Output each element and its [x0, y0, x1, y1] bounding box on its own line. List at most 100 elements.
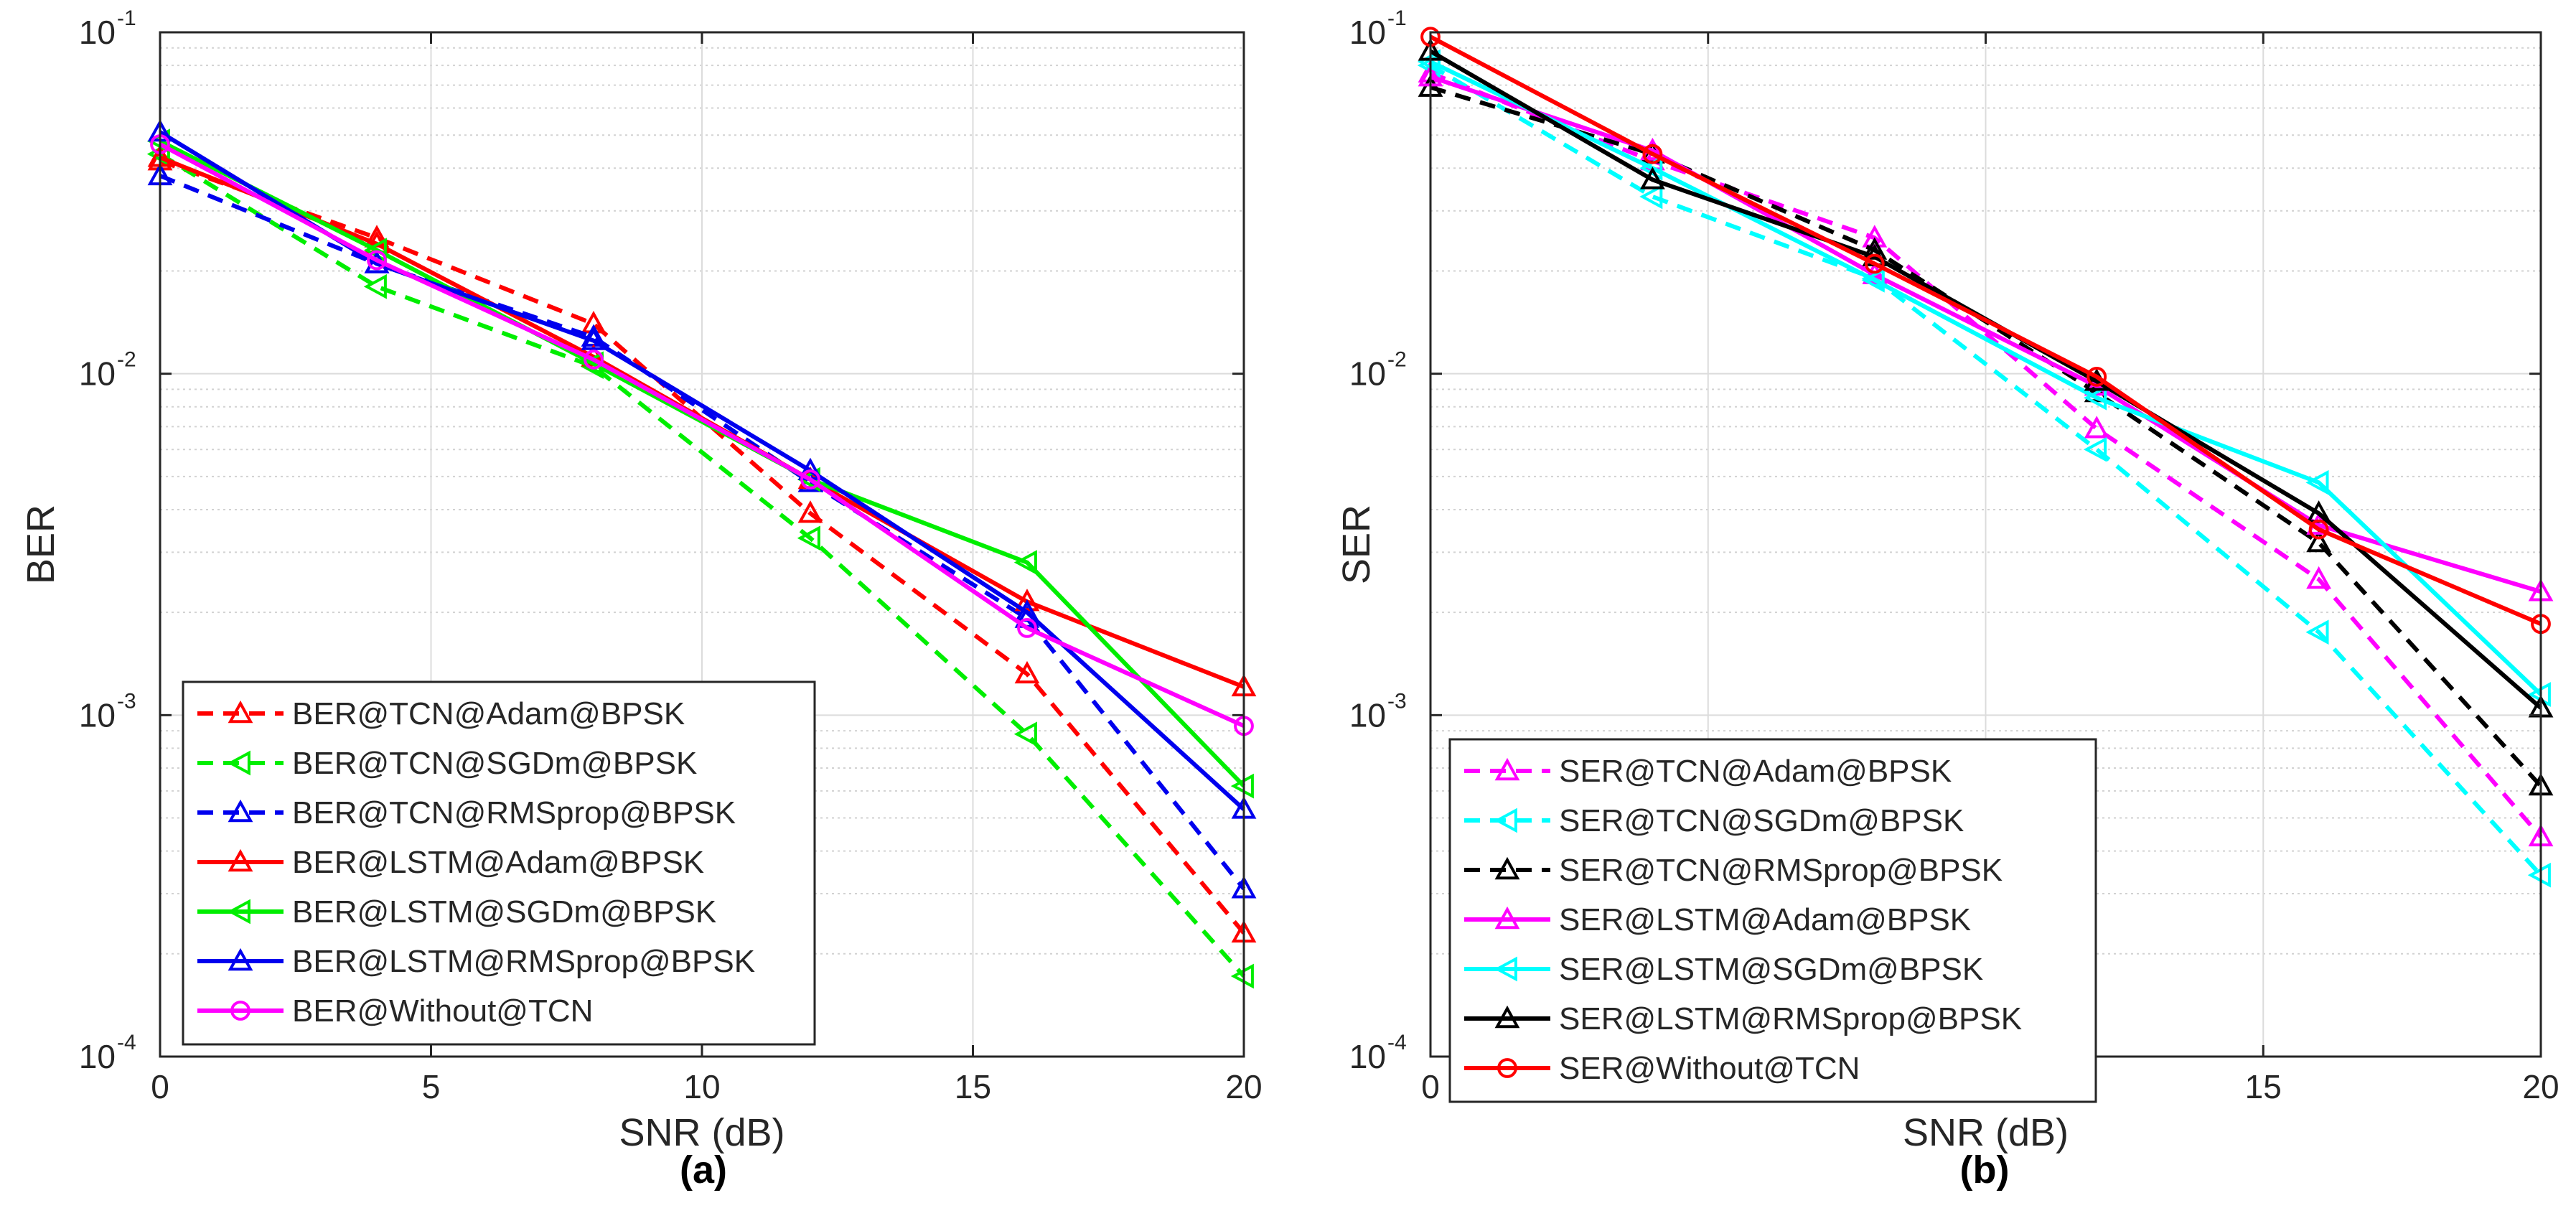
data-point: [2306, 529, 2331, 553]
data-point: [1862, 261, 1888, 284]
data-point: [1640, 167, 1665, 189]
legend-marker: [228, 700, 253, 724]
legend-box: [182, 680, 816, 1046]
data-point: [367, 250, 387, 271]
x-axis-label: SNR (dB): [1903, 1111, 2069, 1154]
legend-entry: SER@TCN@RMSprop@BPSK: [1464, 853, 2003, 888]
data-point: [2086, 366, 2107, 387]
legend: SER@TCN@Adam@BPSK SER@TCN@SGDm@BPSK SER@TC…: [1448, 738, 2097, 1103]
data-point: [2305, 619, 2329, 645]
legend-label: BER@LSTM@SGDm@BPSK: [292, 894, 716, 930]
y-tick-exponent: -1: [117, 6, 136, 30]
data-point: [1013, 721, 1037, 747]
series-line: [1429, 63, 2543, 877]
x-tick-label: 10: [683, 1068, 720, 1105]
legend-marker: [1494, 808, 1517, 833]
y-tick-exponent: -2: [1387, 348, 1407, 372]
legend-entry: SER@TCN@Adam@BPSK: [1464, 754, 1952, 789]
data-point: [1014, 660, 1040, 684]
y-tick-label: 10: [1349, 696, 1386, 734]
data-point: [1013, 550, 1037, 575]
legend-marker: [228, 799, 253, 823]
legend-entry: BER@LSTM@RMSprop@BPSK: [197, 944, 755, 979]
legend-label: SER@Without@TCN: [1559, 1051, 1860, 1086]
y-axis-label: SER: [1335, 505, 1378, 584]
series-line: [1429, 60, 2543, 696]
data-point: [1639, 184, 1663, 210]
data-point: [584, 350, 604, 370]
legend-marker: [1494, 856, 1520, 880]
legend-entry: BER@LSTM@SGDm@BPSK: [197, 894, 716, 930]
legend-entry: BER@TCN@Adam@BPSK: [197, 696, 685, 731]
series-line: [159, 152, 1246, 978]
data-point: [1864, 253, 1885, 274]
y-axis-label: BER: [19, 505, 62, 584]
legend-label: BER@LSTM@Adam@BPSK: [292, 845, 704, 880]
legend-entry: SER@LSTM@RMSprop@BPSK: [1464, 1001, 2022, 1036]
y-tick-exponent: -2: [117, 348, 136, 372]
y-tick-label: 10: [79, 1038, 116, 1075]
data-point: [797, 525, 820, 551]
x-axis-label: SNR (dB): [619, 1111, 784, 1154]
legend-label: BER@LSTM@RMSprop@BPSK: [292, 944, 755, 979]
legend-label: SER@LSTM@Adam@BPSK: [1559, 902, 1971, 937]
legend-marker: [228, 947, 253, 971]
data-point: [2083, 436, 2107, 462]
legend-entry: BER@LSTM@Adam@BPSK: [197, 845, 704, 880]
series-line: [159, 174, 1246, 891]
x-tick-label: 20: [1225, 1068, 1262, 1105]
data-point: [2306, 566, 2331, 589]
x-tick-label: 0: [151, 1068, 169, 1105]
legend-marker: [227, 750, 250, 776]
y-tick-label: 10: [1349, 355, 1386, 393]
data-point: [1017, 618, 1037, 638]
data-point: [2308, 519, 2329, 540]
data-point: [581, 327, 606, 350]
legend-label: BER@TCN@Adam@BPSK: [292, 696, 685, 731]
y-tick-label: 10: [79, 696, 116, 734]
subfigure-label: (b): [1960, 1148, 2010, 1192]
x-tick-label: 5: [422, 1068, 441, 1105]
data-point: [797, 500, 823, 523]
data-point: [2083, 385, 2107, 411]
y-tick-label: 10: [79, 355, 116, 393]
y-tick-label: 10: [1349, 1038, 1386, 1075]
subfigure-label: (a): [680, 1148, 727, 1192]
legend-entry: BER@TCN@RMSprop@BPSK: [197, 795, 736, 830]
legend-label: BER@TCN@RMSprop@BPSK: [292, 795, 736, 830]
legend-entry: BER@TCN@SGDm@BPSK: [197, 746, 697, 781]
data-point: [363, 273, 387, 299]
y-tick-exponent: -4: [117, 1031, 136, 1054]
y-tick-exponent: -3: [1387, 689, 1407, 713]
legend-marker: [1494, 906, 1520, 930]
y-tick-exponent: -4: [1387, 1031, 1407, 1054]
y-tick-label: 10: [79, 14, 116, 51]
legend-entry: SER@Without@TCN: [1464, 1051, 1860, 1086]
legend-label: SER@TCN@SGDm@BPSK: [1559, 803, 1964, 838]
legend-marker: [1494, 956, 1517, 982]
legend-entry: BER@Without@TCN: [197, 993, 593, 1029]
legend-label: SER@LSTM@SGDm@BPSK: [1559, 952, 1983, 987]
data-point: [1014, 589, 1040, 612]
legend-entry: SER@TCN@SGDm@BPSK: [1464, 803, 1964, 838]
legend: BER@TCN@Adam@BPSK BER@TCN@SGDm@BPSK BER@TC…: [182, 680, 816, 1046]
legend-box: [1448, 738, 2097, 1103]
data-point: [800, 469, 820, 490]
x-tick-label: 20: [2522, 1068, 2559, 1105]
legend-marker: [1494, 757, 1520, 781]
y-tick-exponent: -1: [1387, 6, 1407, 30]
x-tick-label: 15: [2245, 1068, 2282, 1105]
legend-label: SER@TCN@RMSprop@BPSK: [1559, 853, 2003, 888]
legend-label: SER@LSTM@RMSprop@BPSK: [1559, 1001, 2022, 1036]
data-point: [2305, 469, 2329, 495]
legend-entry: SER@LSTM@SGDm@BPSK: [1464, 952, 1983, 987]
legend-entry: SER@LSTM@Adam@BPSK: [1464, 902, 1971, 937]
legend-label: SER@TCN@Adam@BPSK: [1559, 754, 1952, 789]
series-line: [1429, 70, 2543, 838]
data-point: [1861, 267, 1885, 293]
series-line: [1429, 34, 2542, 627]
legend-marker: [227, 899, 250, 925]
series-line: [1430, 75, 2542, 594]
